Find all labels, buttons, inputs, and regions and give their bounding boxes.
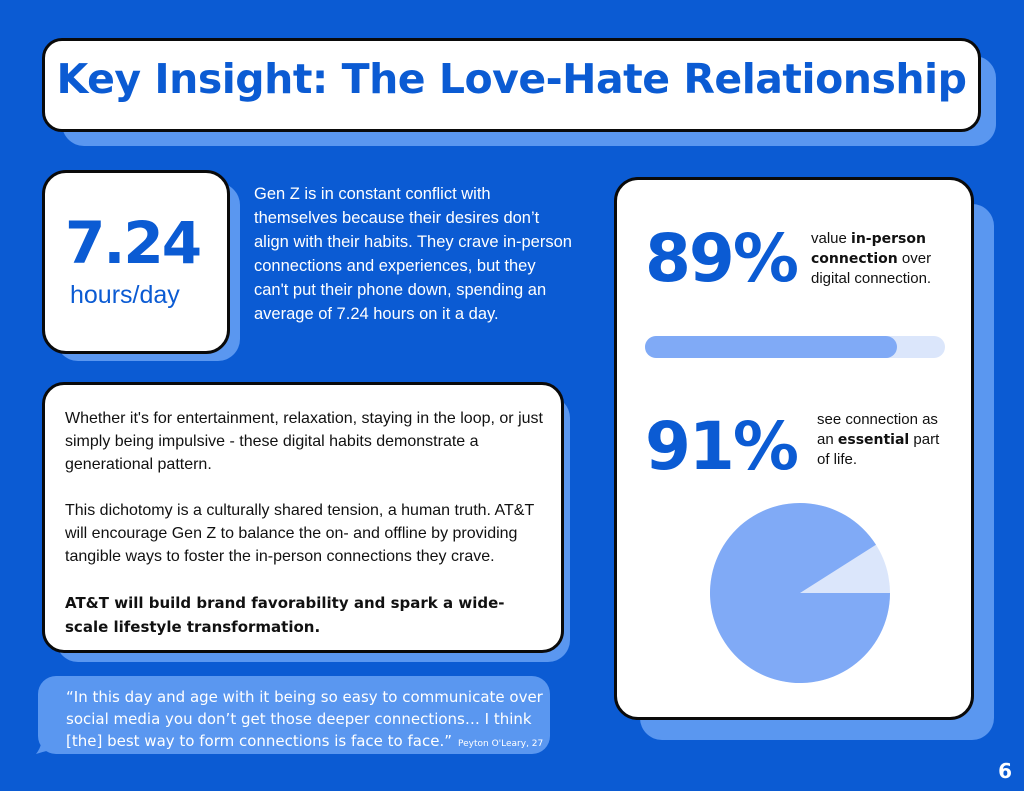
stat-91-desc-bold: essential [837, 432, 910, 448]
body-paragraph-2: This dichotomy is a culturally shared te… [65, 502, 534, 565]
page-number: 6 [998, 759, 1012, 783]
stats-card: 89% value in-person connection over digi… [614, 177, 974, 720]
page-title: Key Insight: The Love-Hate Relationship [56, 55, 967, 103]
stat-91-value: 91% [645, 408, 799, 485]
stat-89-desc-bold: in-person connection [811, 231, 926, 267]
stat-91-desc-post: part of life. [817, 431, 940, 468]
title-banner: Key Insight: The Love-Hate Relationship [42, 38, 981, 132]
quote-body: “In this day and age with it being so ea… [66, 688, 543, 750]
quote-text: “In this day and age with it being so ea… [66, 686, 546, 755]
stat-89-description: value in-person connection over digital … [811, 229, 961, 289]
quote-bubble: “In this day and age with it being so ea… [38, 676, 550, 754]
pie-main-slice [710, 503, 890, 684]
stat-91-desc-pre: see connection as an [817, 411, 938, 448]
stat-91-description: see connection as an essential part of l… [817, 410, 952, 470]
stat-89-desc-post: over digital connection. [811, 250, 932, 287]
hours-value: 7.24 [65, 209, 202, 277]
progress-fill [645, 336, 897, 358]
quote-author: Peyton O'Leary, 27 [458, 739, 544, 749]
hours-unit: hours/day [70, 281, 180, 309]
hours-card: 7.24 hours/day [42, 170, 230, 354]
body-text: Whether it's for entertainment, relaxati… [65, 407, 545, 662]
intro-text: Gen Z is in constant conflict with thems… [254, 185, 572, 323]
stat-89-desc-pre: value [811, 230, 852, 247]
body-card: Whether it's for entertainment, relaxati… [42, 382, 564, 653]
progress-track [645, 336, 945, 358]
body-paragraph-1: Whether it's for entertainment, relaxati… [65, 410, 543, 473]
body-paragraph-3: AT&T will build brand favorability and s… [65, 594, 505, 636]
connection-pie-chart [710, 503, 890, 684]
stat-89-value: 89% [645, 220, 799, 297]
